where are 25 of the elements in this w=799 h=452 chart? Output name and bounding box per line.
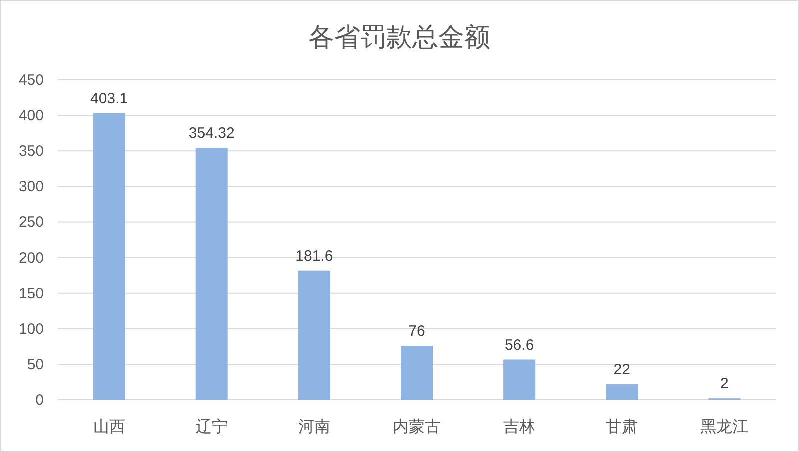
x-tick-label: 河南 [298,418,330,436]
data-label: 76 [408,322,426,340]
y-tick-label: 400 [18,108,44,125]
data-label: 403.1 [90,90,128,108]
y-tick-label: 450 [18,72,44,89]
data-label: 354.32 [188,125,235,142]
data-label: 22 [614,361,630,378]
y-tick-label: 200 [18,250,44,267]
y-tick-label: 250 [18,214,44,232]
data-label: 2 [720,376,729,393]
y-tick-label: 300 [18,178,44,196]
x-tick-label: 吉林 [504,418,536,436]
x-tick-label: 辽宁 [196,418,228,436]
y-tick-label: 350 [18,143,44,160]
y-tick-label: 0 [36,392,44,409]
data-label: 56.6 [504,336,534,354]
y-tick-label: 150 [18,285,44,302]
y-tick-label: 50 [27,356,44,374]
x-tick-label: 内蒙古 [393,418,441,436]
x-tick-label: 甘肃 [606,418,638,436]
y-tick-label: 100 [18,320,44,338]
title: 各省罚款总金额 [308,22,490,52]
x-tick-label: 山西 [93,418,126,436]
x-tick-label: 黑龙江 [700,418,749,436]
data-label: 181.6 [296,248,334,265]
